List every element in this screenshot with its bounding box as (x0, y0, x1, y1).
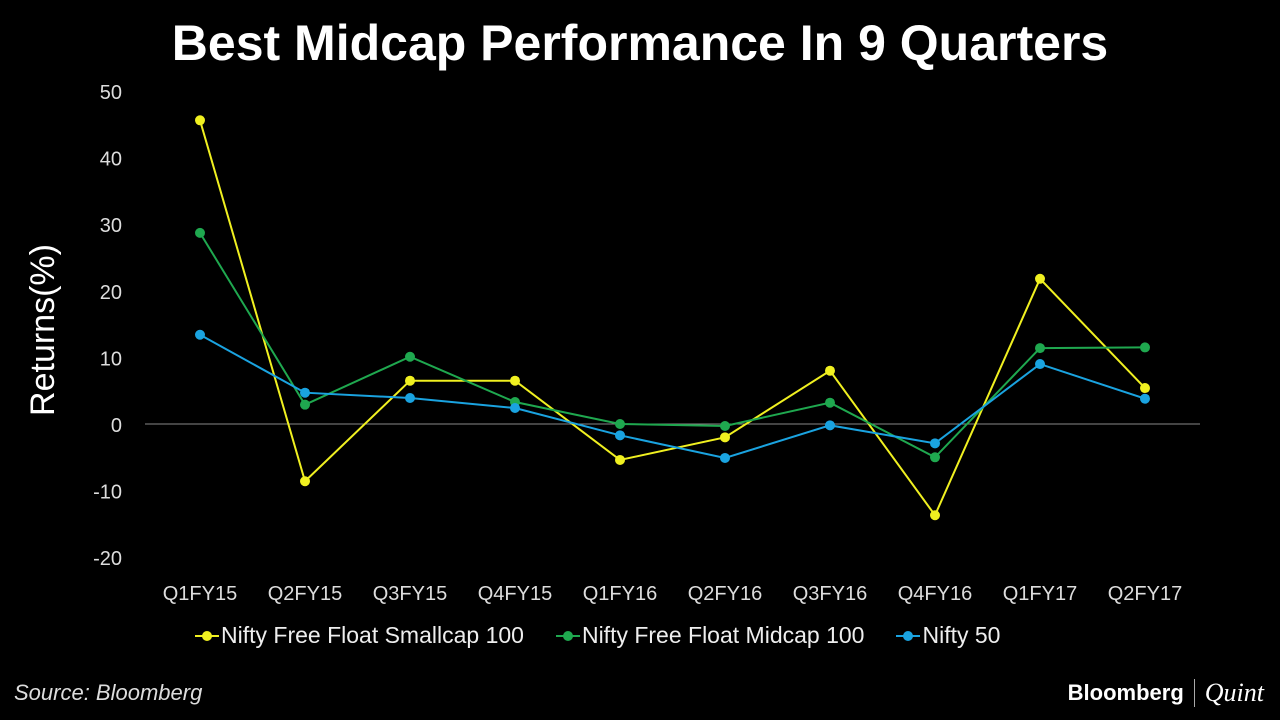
data-point (195, 227, 205, 238)
x-tick-label: Q1FY15 (163, 583, 237, 605)
legend-item: Nifty Free Float Smallcap 100 (195, 622, 524, 649)
logo-quint: Quint (1204, 678, 1264, 707)
x-tick-label: Q4FY16 (898, 583, 972, 605)
series-line-2 (199, 333, 1146, 459)
x-tick-label: Q4FY15 (478, 583, 552, 605)
legend-marker-icon (896, 630, 921, 642)
x-tick-label: Q2FY15 (268, 583, 342, 605)
source-note: Source: Bloomberg (14, 680, 203, 705)
legend-label: Nifty Free Float Smallcap 100 (221, 622, 524, 648)
x-tick-label: Q1FY16 (583, 583, 657, 605)
data-point (1035, 273, 1045, 284)
x-tick-label: Q3FY16 (793, 583, 867, 605)
logo-divider (1193, 679, 1195, 707)
data-point (825, 397, 835, 408)
y-tick-label: 40 (100, 149, 122, 171)
logo-bloomberg: Bloomberg (1067, 680, 1184, 705)
data-point (615, 454, 625, 465)
y-axis-label: Returns(%) (24, 244, 62, 416)
data-point (300, 399, 310, 410)
data-point (930, 510, 940, 521)
y-tick-label: 30 (100, 215, 122, 237)
data-point (615, 419, 625, 429)
data-point (825, 420, 835, 431)
data-point (1035, 359, 1045, 370)
y-tick-label: -20 (93, 548, 122, 570)
y-tick-label: 0 (111, 415, 122, 437)
legend-marker-icon (195, 630, 219, 642)
data-point (300, 387, 310, 398)
data-point (720, 432, 730, 443)
data-point (1035, 343, 1045, 354)
line-chart: 50 40 30 20 10 0 -10 -20 Q1FY15 Q2FY15 Q3FY15 Q4FY1… (24, 82, 1200, 605)
data-point (195, 115, 205, 126)
data-point (930, 452, 940, 463)
legend-marker-icon (555, 630, 580, 642)
legend-item: Nifty 50 (896, 622, 1000, 649)
data-point (615, 430, 625, 441)
y-tick-label: 20 (100, 282, 122, 304)
data-point (510, 403, 520, 414)
x-tick-label: Q2FY16 (688, 583, 762, 605)
data-point (510, 375, 520, 386)
data-point (930, 438, 940, 449)
legend-label: Nifty 50 (922, 622, 1001, 648)
x-tick-label: Q2FY17 (1108, 583, 1182, 605)
data-point (825, 365, 835, 376)
data-point (300, 476, 310, 487)
y-tick-label: -10 (93, 482, 122, 504)
legend-label: Nifty Free Float Midcap 100 (581, 622, 865, 648)
data-point (720, 420, 730, 431)
data-point (405, 375, 415, 386)
chart-title: Best Midcap Performance In 9 Quarters (171, 15, 1109, 71)
data-point (405, 393, 415, 404)
series-line-0 (199, 120, 1146, 518)
data-point (1140, 393, 1150, 404)
data-point (1140, 342, 1150, 353)
data-point (1140, 383, 1150, 394)
brand-logo: Bloomberg Quint (1068, 678, 1264, 708)
data-point (195, 329, 205, 340)
x-tick-label: Q1FY17 (1003, 583, 1077, 605)
y-tick-label: 50 (100, 82, 122, 104)
x-tick-label: Q3FY15 (373, 583, 447, 605)
legend-item: Nifty Free Float Midcap 100 (555, 622, 865, 649)
y-tick-label: 10 (100, 348, 122, 370)
legend: Nifty Free Float Smallcap 100 Nifty Free … (195, 622, 1000, 649)
data-point (720, 452, 730, 463)
data-point (405, 351, 415, 362)
